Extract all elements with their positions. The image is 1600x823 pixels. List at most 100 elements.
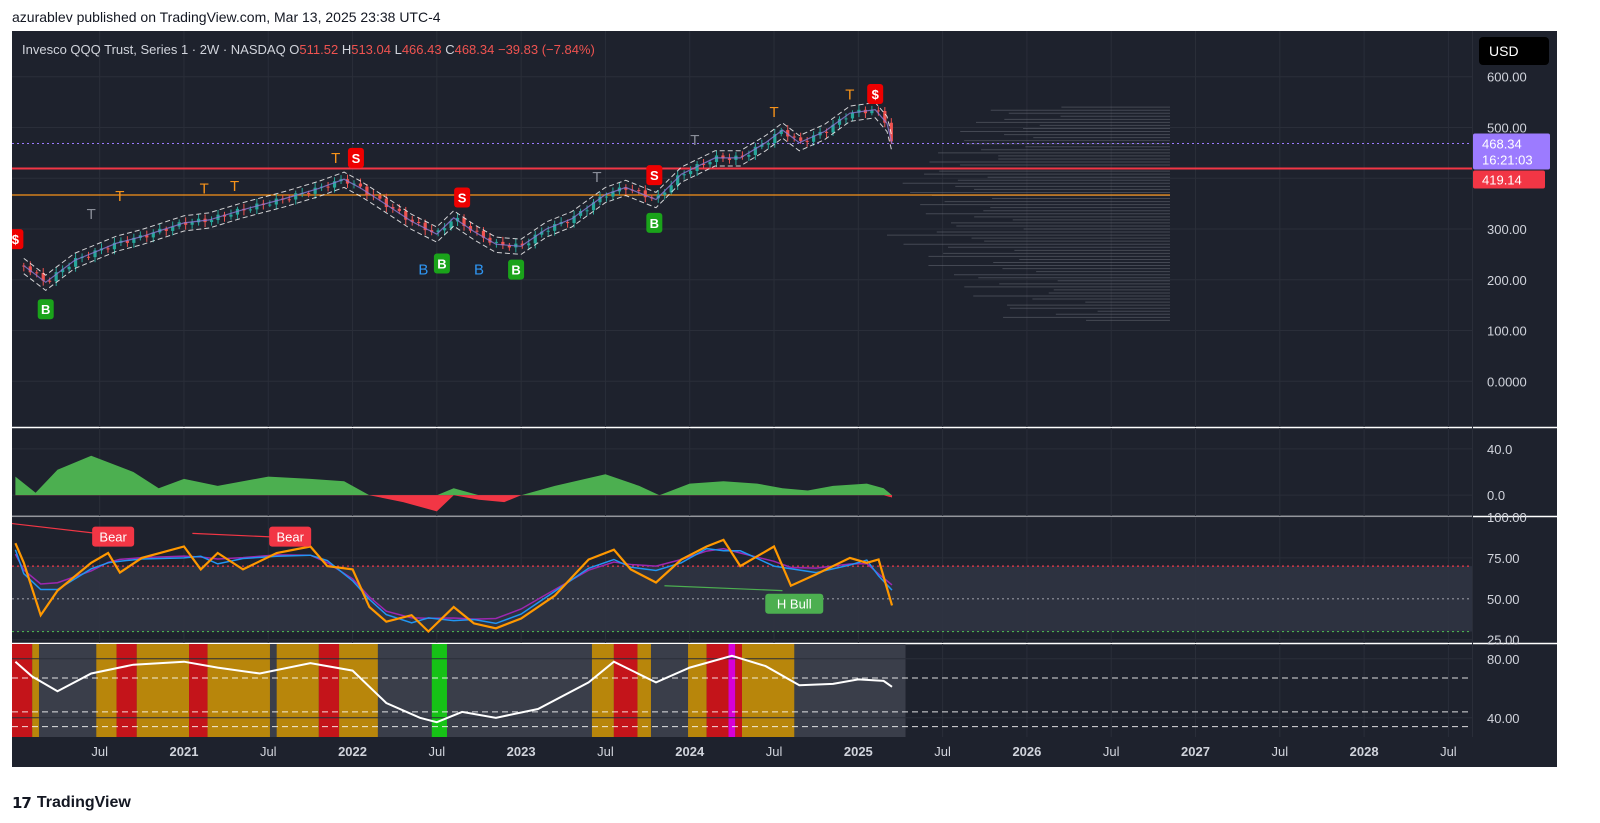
candle-body	[727, 158, 732, 160]
candle-body	[546, 230, 550, 232]
buy-signal-label: B	[650, 216, 659, 231]
top-marker-label: B	[474, 262, 484, 279]
candle-body	[307, 193, 311, 195]
candle-body	[332, 181, 337, 188]
x-axis-tick-label: Jul	[934, 744, 951, 759]
x-axis-tick-label: 2025	[844, 744, 873, 759]
y-axis-tick-label: 100.00	[1487, 324, 1527, 339]
candle-body	[462, 217, 466, 226]
candle-body	[753, 146, 757, 156]
x-axis-tick-label: 2026	[1012, 744, 1041, 759]
legend-part: L	[391, 42, 402, 57]
regime-band	[613, 644, 638, 737]
publisher-line: azurablev published on TradingView.com, …	[12, 9, 441, 25]
candle-body	[805, 140, 809, 142]
legend-part: Invesco QQQ Trust, Series 1 · 2W · NASDA…	[22, 42, 286, 57]
footer-brand: 𝟭𝟳 TradingView	[12, 794, 131, 812]
divergence-label-box	[92, 526, 135, 547]
sell-signal-marker	[454, 187, 471, 208]
candle-body	[844, 118, 848, 120]
candle-body	[436, 230, 440, 233]
tradingview-chart[interactable]: Jul 2021 Jul 2022 Jul 2023 Jul 2024 Jul 2025 Jul 20…	[12, 31, 1557, 767]
candle-body	[689, 171, 693, 175]
sell-signal-marker	[646, 165, 663, 186]
y-axis-tick-label: 300.00	[1487, 222, 1527, 237]
candle-body	[404, 211, 408, 220]
x-axis-tick-label: Jul	[597, 744, 614, 759]
currency-button[interactable]: USD	[1479, 37, 1549, 65]
candle-body	[883, 110, 887, 123]
candle-body	[779, 130, 783, 135]
candle-body	[145, 235, 149, 238]
candle-body	[313, 187, 317, 194]
top-marker-label: T	[769, 104, 778, 121]
candle-body	[721, 155, 725, 159]
x-axis-tick-label: 2022	[338, 744, 367, 759]
candle-body	[274, 198, 278, 205]
candle-body	[708, 162, 712, 165]
y-axis-tick-label: 80.00	[1487, 652, 1520, 667]
buy-signal-marker	[37, 299, 54, 320]
buy-signal-marker	[433, 253, 450, 274]
level-badge	[1473, 170, 1545, 189]
sell-signal-marker	[867, 83, 884, 104]
candle-body	[572, 215, 576, 224]
top-marker-label: T	[200, 180, 209, 197]
candle-body	[35, 272, 39, 274]
candle-body	[28, 266, 32, 273]
oscillator-positive-area	[15, 455, 893, 496]
regime-band	[637, 644, 651, 737]
candle-body	[540, 231, 544, 235]
regime-band	[591, 644, 614, 737]
candle-body	[669, 185, 673, 193]
candle-body	[591, 202, 596, 211]
candle-body	[190, 222, 194, 225]
legend-part: H	[338, 42, 351, 57]
candle-body	[73, 258, 78, 267]
x-axis-tick-label: 2028	[1350, 744, 1379, 759]
candle-body	[837, 118, 842, 125]
upper-band-line	[23, 102, 893, 276]
candle-body	[443, 228, 447, 231]
candle-body	[358, 183, 363, 187]
regime-band	[688, 644, 707, 737]
candle-body	[378, 195, 382, 199]
candle-body	[578, 211, 583, 216]
candle-body	[93, 250, 97, 258]
candle-body	[326, 186, 330, 188]
rsi-line	[14, 538, 894, 634]
candle-body	[61, 269, 65, 273]
y-axis-tick-label: 600.00	[1487, 70, 1527, 85]
regime-band	[276, 644, 319, 737]
candle-body	[410, 219, 414, 222]
candle-body	[585, 210, 589, 212]
candle-body	[611, 191, 615, 197]
x-axis-tick-label: Jul	[260, 744, 277, 759]
regime-band	[339, 644, 378, 737]
candle-body	[48, 280, 52, 282]
regime-band	[136, 644, 190, 737]
top-marker-label: T	[331, 150, 340, 167]
regime-line	[14, 654, 893, 724]
candle-body	[527, 243, 531, 246]
buy-signal-marker	[646, 212, 663, 233]
regime-band	[32, 644, 39, 737]
candle-body	[423, 222, 427, 231]
candle-body	[604, 196, 609, 198]
regime-band	[728, 644, 736, 737]
candle-body	[86, 256, 91, 258]
candle-body	[268, 204, 272, 206]
candle-body	[695, 164, 699, 172]
buy-signal-label: B	[437, 257, 446, 272]
candle-body	[566, 222, 570, 224]
ohlc-legend: Invesco QQQ Trust, Series 1 · 2W · NASDA…	[22, 42, 595, 57]
candle-body	[624, 187, 628, 190]
regime-band	[207, 644, 270, 737]
candle-body	[747, 155, 751, 157]
candle-body	[171, 226, 175, 231]
candle-body	[287, 199, 291, 201]
y-axis-tick-label: 200.00	[1487, 273, 1527, 288]
top-marker-label: T	[230, 178, 239, 195]
legend-part: 468.34	[455, 42, 495, 57]
regime-band	[735, 644, 742, 737]
